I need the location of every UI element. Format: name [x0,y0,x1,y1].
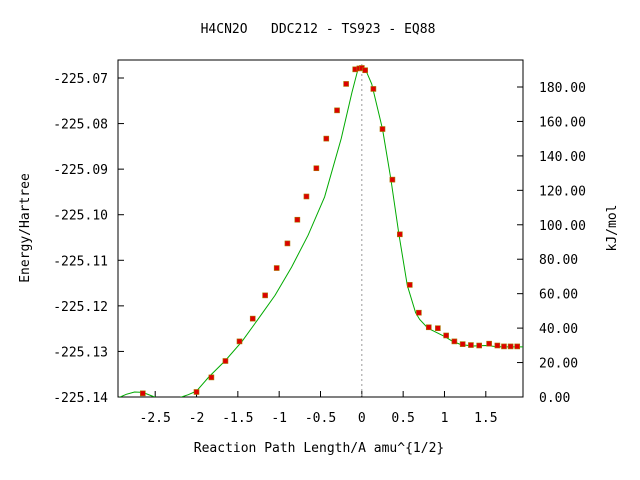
data-point [459,341,466,347]
y-axis-ticks: -225.14 -225.13 -225.12 -225.11 -225.10 -225.… [53,72,124,406]
data-point [486,340,492,347]
y2-axis-label: kJ/mol [605,205,620,252]
y-tick-label: -225.08 [53,118,108,133]
y2-tick-label: 60.00 [539,288,578,303]
chart-title: H4CN2O DDC212 - TS923 - EQ88 [201,22,436,37]
data-point [313,165,320,172]
y2-tick-label: 120.00 [539,184,586,199]
y2-tick-label: 160.00 [539,115,586,130]
data-point [416,309,422,316]
data-point [262,292,268,299]
y2-tick-label: 20.00 [539,357,578,372]
data-point [501,343,507,350]
data-point [362,67,368,74]
x-tick-label: -1.5 [222,411,253,426]
data-point [379,126,386,132]
data-point [389,176,396,183]
x-tick-label: 1.5 [474,411,497,426]
y-tick-label: -225.13 [53,345,108,360]
data-point [323,135,330,142]
data-point [397,231,403,238]
data-point [370,86,377,92]
y-tick-label: -225.07 [53,72,108,87]
y-tick-label: -225.11 [53,254,108,269]
data-point [406,282,413,288]
y2-tick-label: 140.00 [539,150,586,165]
y-tick-label: -225.14 [53,391,108,406]
x-tick-label: 0 [358,411,366,426]
x-axis-label: Reaction Path Length/A amu^{1/2} [194,441,444,456]
y2-tick-label: 80.00 [539,253,578,268]
x-tick-label: -2.5 [140,411,171,426]
data-point [451,338,458,345]
x-tick-label: -1 [271,411,287,426]
y2-tick-label: 0.00 [539,391,570,406]
data-point [494,342,501,349]
x-tick-label: -2 [189,411,205,426]
data-point [425,324,432,331]
y2-tick-label: 100.00 [539,219,586,234]
x-tick-label: 1 [441,411,449,426]
y2-tick-label: 180.00 [539,81,586,96]
data-point [334,107,340,114]
data-point [284,240,291,247]
y-tick-label: -225.10 [53,209,108,224]
y2-axis-ticks: 0.00 20.00 40.00 60.00 80.00 100.00 120.00 140.… [517,81,586,406]
data-point [303,193,310,200]
data-point [208,374,215,381]
data-point [222,358,229,364]
data-point [476,342,482,349]
data-point [514,343,521,350]
data-point [236,338,243,345]
data-point [468,342,474,348]
y-tick-label: -225.09 [53,163,108,178]
data-point [249,315,256,322]
plot-content [118,65,523,397]
data-point [294,216,301,223]
data-point [273,265,280,271]
data-point [435,325,441,331]
y-axis-label: Energy/Hartree [18,173,33,283]
x-axis-ticks: -2.5 -2 -1.5 -1 -0.5 0 0.5 1 1.5 [140,391,498,426]
x-tick-label: 0.5 [391,411,414,426]
data-point [343,81,349,87]
data-point [443,332,449,339]
data-point [507,343,514,350]
x-tick-label: -0.5 [305,411,336,426]
data-point [193,389,200,395]
data-point [139,390,146,397]
y-tick-label: -225.12 [53,300,108,315]
y2-tick-label: 40.00 [539,322,578,337]
